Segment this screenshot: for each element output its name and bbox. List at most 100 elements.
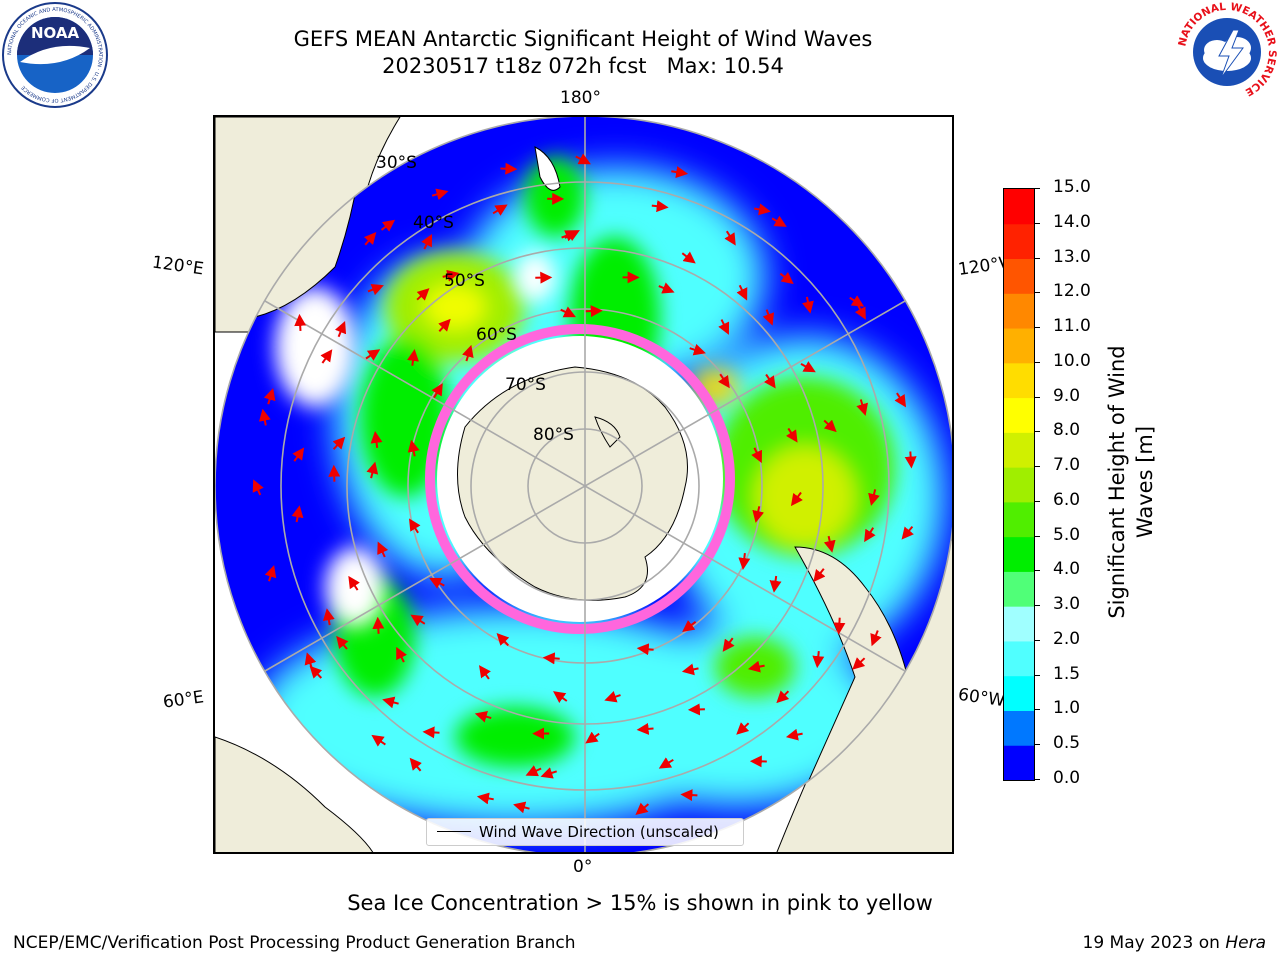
wind-wave-arrow [442, 269, 460, 282]
wind-wave-arrow [564, 230, 580, 241]
lon-label-bottom: 0° [573, 857, 593, 877]
wind-wave-arrow [671, 166, 689, 179]
wind-wave-arrow [264, 565, 277, 582]
colorbar-swatches [1004, 189, 1034, 780]
wind-wave-arrow [553, 691, 568, 703]
colorbar-swatch [1004, 467, 1034, 503]
wind-wave-arrow [680, 789, 698, 802]
colorbar [1003, 188, 1035, 781]
wind-wave-arrow [478, 665, 491, 680]
colorbar-tick-label: 1.5 [1053, 663, 1081, 684]
wind-wave-arrow [864, 527, 876, 543]
wind-wave-arrow [689, 343, 706, 356]
colorbar-tick [1034, 500, 1040, 502]
colorbar-swatch [1004, 710, 1034, 746]
wind-wave-arrow [382, 696, 399, 709]
wind-wave-arrow [422, 726, 440, 739]
colorbar-tick [1034, 188, 1040, 189]
colorbar-tick-label: 0.0 [1053, 768, 1081, 788]
colorbar-tick [1034, 674, 1040, 676]
wind-wave-arrow [736, 284, 748, 301]
wind-wave-arrow [813, 568, 826, 583]
wind-wave-arrow [754, 203, 771, 216]
noaa-logo: NOAA NATIONAL OCEANIC AND ATMOSPHERIC AD… [0, 0, 110, 114]
wind-wave-arrow [380, 219, 396, 232]
colorbar-tick [1034, 361, 1040, 363]
wind-wave-arrow [718, 373, 730, 389]
colorbar-swatch [1004, 328, 1034, 364]
colorbar-tick-label: 4.0 [1053, 559, 1081, 580]
wind-wave-arrow [856, 399, 868, 416]
colorbar-swatch [1004, 501, 1034, 538]
colorbar-swatch [1004, 536, 1034, 572]
wind-wave-arrow [500, 162, 518, 175]
lat-label-60s: 60°S [476, 325, 517, 345]
colorbar-swatch [1004, 223, 1034, 260]
colorbar-swatch [1004, 258, 1034, 294]
wind-wave-arrow [823, 419, 837, 433]
lon-label-lower-right: 60°W [956, 684, 1007, 712]
colorbar-tick-label: 7.0 [1053, 455, 1081, 476]
wind-wave-arrow [776, 690, 790, 704]
wind-wave-arrow [322, 608, 335, 626]
wind-wave-arrow [410, 614, 426, 627]
wind-wave-arrow [371, 734, 386, 747]
wind-wave-arrow [462, 344, 474, 362]
wind-wave-arrow [763, 373, 776, 389]
lat-label-80s: 80°S [533, 425, 574, 445]
wind-wave-arrow [292, 447, 305, 462]
wind-wave-arrow [658, 757, 674, 769]
wind-wave-arrow [408, 518, 421, 534]
wind-wave-arrow [294, 313, 307, 331]
colorbar-tick-label: 0.5 [1053, 733, 1081, 754]
wind-wave-arrow [736, 722, 750, 735]
wind-wave-arrow [540, 767, 558, 779]
wind-wave-arrow [396, 646, 407, 663]
wind-wave-arrow [474, 710, 492, 723]
polar-map-canvas [215, 117, 952, 852]
map-legend: Wind Wave Direction (unscaled) [426, 818, 744, 846]
lon-label-upper-left: 120°E [150, 252, 205, 280]
wind-wave-arrow [348, 575, 360, 591]
wind-wave-arrow [542, 652, 560, 665]
wind-wave-arrow [377, 541, 389, 558]
colorbar-tick-label: 5.0 [1053, 524, 1081, 545]
wind-wave-arrow [492, 204, 508, 216]
wind-wave-arrow [370, 430, 383, 449]
colorbar-swatch [1004, 397, 1034, 433]
wind-wave-arrow [718, 319, 730, 335]
colorbar-tick-label: 10.0 [1053, 350, 1091, 371]
nws-logo: NATIONAL WEATHER SERVICE [1175, 0, 1280, 109]
colorbar-swatch [1004, 189, 1034, 225]
map-title-line2: 20230517 t18z 072h fcst Max: 10.54 [382, 54, 784, 78]
wind-wave-arrow [901, 525, 914, 540]
wind-wave-arrow [334, 320, 347, 338]
colorbar-tick [1034, 466, 1040, 468]
map-title-line1: GEFS MEAN Antarctic Significant Height o… [293, 27, 873, 51]
footer-machine: Hera [1225, 933, 1266, 953]
wind-wave-arrow [525, 765, 542, 777]
colorbar-tick-label: 15.0 [1053, 177, 1091, 197]
colorbar-tick-label: 13.0 [1053, 246, 1091, 267]
colorbar-tick [1034, 639, 1040, 641]
wind-wave-arrow [366, 461, 379, 479]
wind-wave-arrow [258, 408, 271, 426]
colorbar-swatch [1004, 675, 1034, 711]
wind-wave-arrow [738, 552, 751, 570]
wind-wave-arrow [870, 630, 882, 647]
wind-wave-arrow [604, 691, 621, 703]
wind-wave-arrow [309, 665, 323, 679]
wind-wave-arrow [833, 617, 846, 635]
noaa-logo-text: NOAA [31, 24, 80, 42]
wind-wave-arrow [438, 318, 451, 332]
colorbar-tick-label: 2.0 [1053, 628, 1081, 649]
wind-wave-arrow [868, 489, 880, 506]
wind-wave-arrow [560, 306, 576, 318]
wind-wave-arrow [476, 792, 494, 805]
colorbar-swatch [1004, 571, 1034, 607]
colorbar-tick-label: 3.0 [1053, 594, 1081, 615]
wind-wave-arrow [802, 296, 814, 314]
wind-wave-arrow [751, 447, 762, 464]
wind-wave-arrow [849, 295, 865, 307]
wind-wave-arrow [407, 439, 420, 457]
